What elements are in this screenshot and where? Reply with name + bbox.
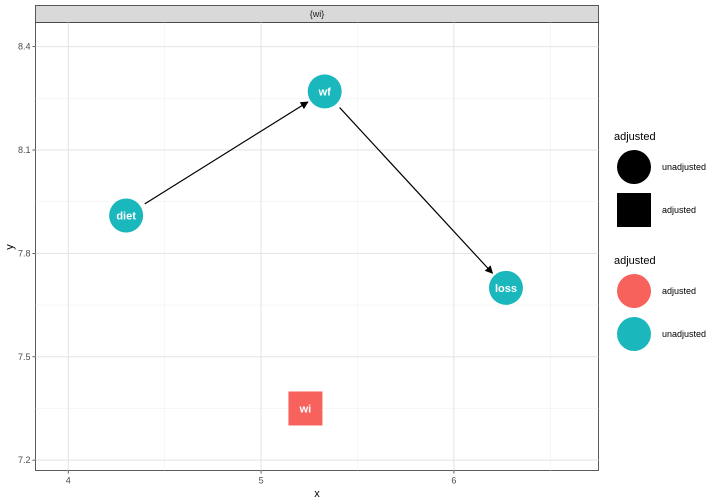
y-axis-ticks: 7.2 7.5 7.8 8.1 8.4 <box>18 42 36 465</box>
x-axis-title: x <box>314 488 320 500</box>
legend-label: adjusted <box>662 205 696 215</box>
legend-label: unadjusted <box>662 162 706 172</box>
y-tick-label: 7.2 <box>18 455 31 465</box>
node-wi-label: wi <box>299 403 312 415</box>
node-loss-label: loss <box>495 283 517 295</box>
node-loss-circle <box>488 270 523 305</box>
y-tick-label: 8.1 <box>18 145 31 155</box>
node-wf-label: wf <box>318 86 332 98</box>
node-wi-square <box>288 391 323 426</box>
legend-title-0: adjusted <box>614 131 656 143</box>
x-tick-label: 6 <box>451 476 456 486</box>
x-tick-label: 5 <box>259 476 264 486</box>
legend-key-square <box>617 193 651 227</box>
legends: adjusted unadjusted adjusted adjusted adjust… <box>614 131 706 351</box>
y-tick-label: 7.5 <box>18 352 31 362</box>
legend-key-color <box>617 274 651 308</box>
y-axis-title: y <box>4 244 16 250</box>
legend-key-circle <box>617 150 651 184</box>
legend-label: adjusted <box>662 286 696 296</box>
edge-diet-wf <box>144 101 309 205</box>
nodes: diet wf loss wi <box>109 74 523 426</box>
node-diet-circle <box>109 198 144 233</box>
legend-key-color <box>617 317 651 351</box>
node-diet-label: diet <box>116 210 136 222</box>
x-tick-label: 4 <box>66 476 71 486</box>
edges <box>144 101 494 274</box>
legend-title-1: adjusted <box>614 255 656 267</box>
x-axis-ticks: 4 5 6 <box>66 470 456 486</box>
legend-label: unadjusted <box>662 329 706 339</box>
y-tick-label: 7.8 <box>18 248 31 258</box>
y-tick-label: 8.4 <box>18 42 31 52</box>
node-wf-circle <box>307 74 342 109</box>
edge-wf-loss <box>339 107 494 274</box>
facet-strip-label: {wi} <box>310 9 325 19</box>
